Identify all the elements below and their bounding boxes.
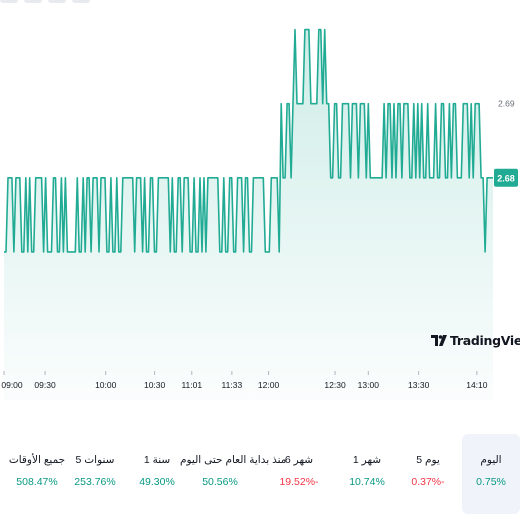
period-tab[interactable]: 6 شهر 19.52%- <box>270 434 328 514</box>
period-label: 1 سنة <box>143 454 171 466</box>
x-tick-label: 13:30 <box>408 380 430 390</box>
period-change-value: 253.76% <box>74 476 116 488</box>
price-chart[interactable]: 2.68 2.69 09:00 09:30 10:00 10:30 11:01 11:33 12… <box>0 0 520 400</box>
period-change-value: 508.47% <box>16 476 58 488</box>
x-tick-label: 09:30 <box>34 380 56 390</box>
top-tab-stub <box>72 0 90 3</box>
period-tab[interactable]: اليوم 0.75% <box>462 434 520 514</box>
x-tick-label: 14:10 <box>466 380 488 390</box>
chart-svg: 2.68 2.69 09:00 09:30 10:00 10:30 11:01 11:33 12… <box>1 28 518 400</box>
period-change-value: 0.37%- <box>411 476 445 488</box>
last-price-label: 2.68 <box>497 173 515 183</box>
period-label: 6 شهر <box>284 454 314 466</box>
x-tick-label: 12:00 <box>258 380 280 390</box>
performance-periods: اليوم 0.75% 5 يوم 0.37%- 1 شهر 10.74% 6 شهر 19.… <box>0 434 520 520</box>
period-label: اليوم <box>480 454 502 466</box>
x-tick-label: 12:30 <box>324 380 346 390</box>
period-label: 1 شهر <box>352 454 382 466</box>
period-label: منذ بداية العام حتى اليوم <box>180 454 287 466</box>
period-tab[interactable]: منذ بداية العام حتى اليوم 50.56% <box>180 434 287 514</box>
period-tab[interactable]: 1 سنة 49.30% <box>128 434 186 514</box>
x-tick-label: 11:01 <box>181 380 202 390</box>
top-tab-stub <box>0 0 18 3</box>
series-area-fill <box>4 29 493 400</box>
tradingview-logo-icon <box>431 334 447 346</box>
period-change-value: 50.56% <box>202 476 238 488</box>
period-change-value: 49.30% <box>139 476 175 488</box>
series-line <box>4 28 493 253</box>
period-label: جميع الأوقات <box>8 454 66 466</box>
last-price-tag <box>494 168 518 187</box>
y-tick-label: 2.69 <box>498 99 515 109</box>
x-tick-label: 13:00 <box>358 380 380 390</box>
x-tick-label: 09:00 <box>1 380 23 390</box>
x-tick-label: 10:00 <box>95 380 117 390</box>
x-tick-label: 10:30 <box>144 380 166 390</box>
period-tab[interactable]: 5 سنوات 253.76% <box>66 434 124 514</box>
top-tab-strip <box>0 0 106 3</box>
period-tab[interactable]: 5 يوم 0.37%- <box>399 434 457 514</box>
period-tab[interactable]: 1 شهر 10.74% <box>338 434 396 514</box>
period-change-value: 10.74% <box>349 476 385 488</box>
period-label: 5 يوم <box>416 454 440 466</box>
top-tab-stub <box>48 0 66 3</box>
period-label: 5 سنوات <box>75 454 115 466</box>
top-tab-stub <box>24 0 42 3</box>
period-change-value: 0.75% <box>476 476 506 488</box>
x-tick-label: 11:33 <box>222 380 243 390</box>
period-tab[interactable]: جميع الأوقات 508.47% <box>8 434 66 514</box>
watermark-text: TradingView <box>450 333 520 348</box>
tradingview-watermark: TradingView <box>431 333 520 348</box>
period-change-value: 19.52%- <box>279 476 319 488</box>
